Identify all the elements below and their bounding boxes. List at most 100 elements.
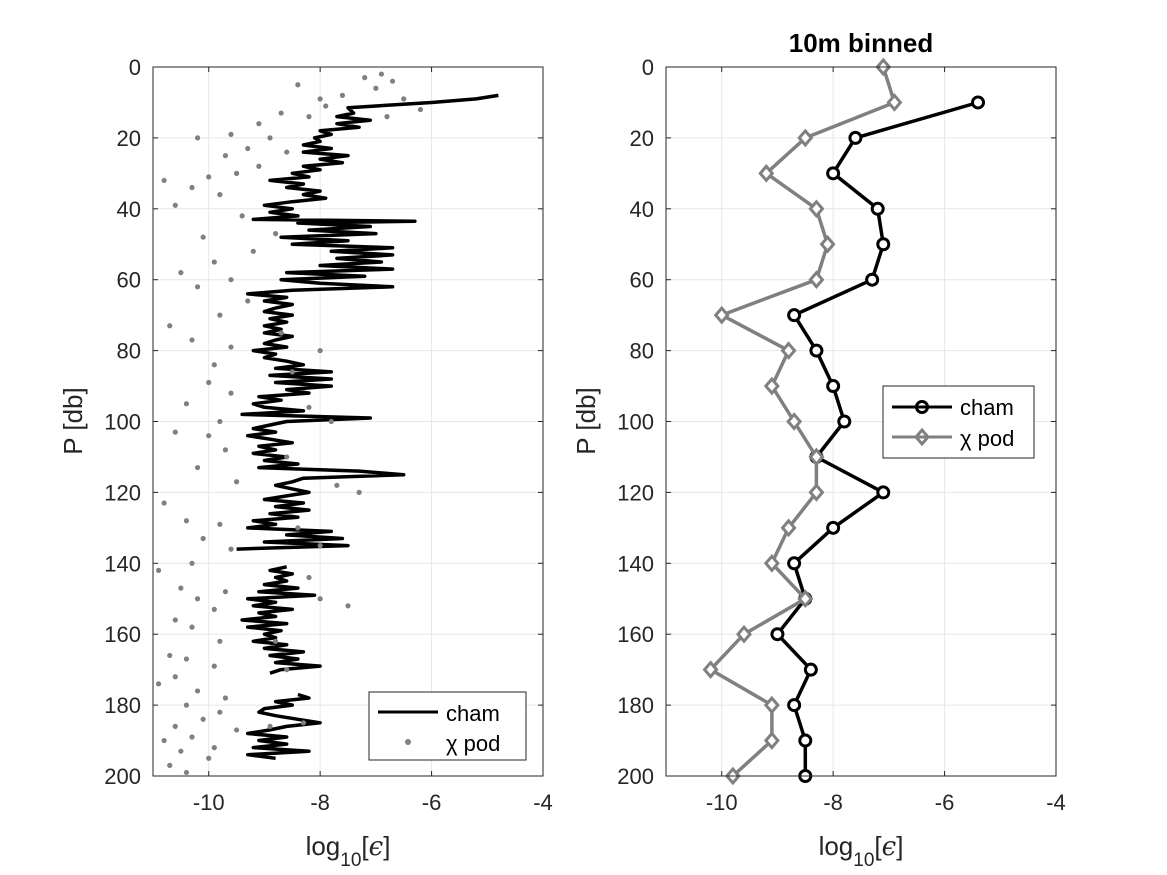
data-point-chipod (278, 110, 284, 116)
data-point-chipod (356, 489, 362, 495)
data-point-chipod (763, 731, 780, 750)
grid-right (666, 67, 1056, 776)
data-point-chipod (194, 688, 201, 694)
x-ticks-left: -10 -8 -6 -4 (193, 67, 553, 815)
y-tick-label: 20 (630, 126, 654, 151)
data-point-chipod (222, 447, 229, 453)
legend-label-cham-right: cham (960, 395, 1014, 420)
data-point-cham (848, 130, 863, 145)
data-point-chipod (189, 560, 195, 566)
data-point-chipod (323, 103, 329, 109)
data-point-chipod (183, 518, 190, 524)
data-point-chipod (206, 174, 212, 180)
data-point-chipod (211, 606, 217, 612)
data-point-chipod (228, 390, 234, 396)
data-point-chipod (189, 624, 195, 630)
data-point-chipod (808, 483, 825, 502)
data-point-chipod (189, 184, 195, 191)
y-tick-label: 120 (617, 480, 654, 505)
data-point-chipod (183, 702, 190, 708)
y-tick-label: 180 (104, 693, 141, 718)
data-point-chipod (267, 135, 273, 141)
data-point-chipod (328, 418, 334, 425)
data-point-cham (798, 733, 813, 748)
y-tick-label: 80 (630, 339, 654, 364)
data-point-cham (787, 556, 802, 571)
data-point-chipod (317, 96, 323, 102)
legend-box-right (882, 385, 1035, 459)
data-point-chipod (228, 277, 234, 283)
data-point-chipod (172, 429, 178, 435)
y-axis-label-left: P [db] (58, 387, 88, 454)
data-point-chipod (300, 720, 307, 726)
data-point-chipod (272, 231, 279, 237)
data-point-cham (971, 95, 985, 110)
x-tick-label: -4 (1046, 790, 1066, 815)
data-point-cham (876, 485, 891, 500)
data-point-chipod (278, 330, 284, 336)
data-point-cham (870, 201, 885, 216)
data-point-chipod (222, 589, 229, 595)
data-point-chipod (206, 755, 212, 761)
data-point-chipod (161, 500, 167, 506)
x-tick-label: -8 (823, 790, 843, 815)
data-point-chipod (763, 376, 780, 396)
legend-box-left (368, 691, 527, 761)
data-point-chipod (172, 674, 178, 680)
data-point-chipod (256, 163, 262, 169)
data-point-chipod (194, 596, 201, 602)
series-line-cham (236, 93, 499, 551)
data-point-chipod (155, 567, 162, 573)
data-point-chipod (384, 114, 390, 120)
data-point-chipod (256, 121, 262, 127)
data-point-chipod (245, 145, 251, 152)
data-point-chipod (222, 695, 229, 701)
data-point-chipod (217, 709, 223, 715)
data-point-cham (876, 237, 891, 252)
data-point-chipod (155, 681, 162, 687)
data-point-chipod (233, 479, 240, 485)
data-point-chipod (373, 85, 379, 91)
y-tick-label: 180 (617, 693, 654, 718)
data-point-chipod (702, 660, 719, 679)
data-point-chipod (161, 177, 167, 184)
y-tick-label: 200 (104, 764, 141, 789)
data-point-chipod (886, 93, 903, 112)
data-point-chipod (211, 663, 217, 669)
data-point-chipod (317, 542, 323, 549)
y-tick-label: 100 (617, 410, 654, 435)
data-point-chipod (245, 298, 251, 304)
y-tick-label: 140 (104, 551, 141, 576)
data-point-chipod (378, 71, 385, 77)
data-point-chipod (183, 401, 190, 407)
data-point-chipod (183, 769, 190, 776)
y-tick-label: 100 (104, 410, 141, 435)
data-point-chipod (178, 748, 184, 754)
y-tick-label: 0 (129, 55, 141, 80)
x-tick-label: -8 (310, 790, 330, 815)
data-point-chipod (194, 135, 201, 141)
data-point-cham (803, 662, 818, 677)
data-point-chipod (250, 248, 256, 254)
legend-swatch-chipod-left (405, 739, 411, 745)
x-tick-label: -6 (935, 790, 955, 815)
data-point-chipod (217, 638, 223, 644)
y-tick-label: 40 (630, 197, 654, 222)
x-axis-label-right: log10[ϵ] (819, 831, 904, 871)
data-point-chipod (217, 521, 223, 527)
data-point-chipod (808, 447, 825, 467)
data-point-chipod (295, 82, 301, 88)
y-tick-label: 20 (117, 126, 141, 151)
y-tick-label: 60 (117, 268, 141, 293)
data-point-chipod (284, 667, 290, 673)
data-point-chipod (289, 369, 295, 375)
y-tick-label: 80 (117, 339, 141, 364)
data-point-chipod (206, 379, 212, 386)
x-axis-label-left: log10[ϵ] (306, 831, 391, 871)
data-point-chipod (183, 656, 190, 662)
data-point-chipod (713, 305, 730, 325)
legend-marker-cham-right (915, 400, 929, 414)
data-point-chipod (222, 153, 229, 159)
data-point-chipod (189, 734, 195, 740)
